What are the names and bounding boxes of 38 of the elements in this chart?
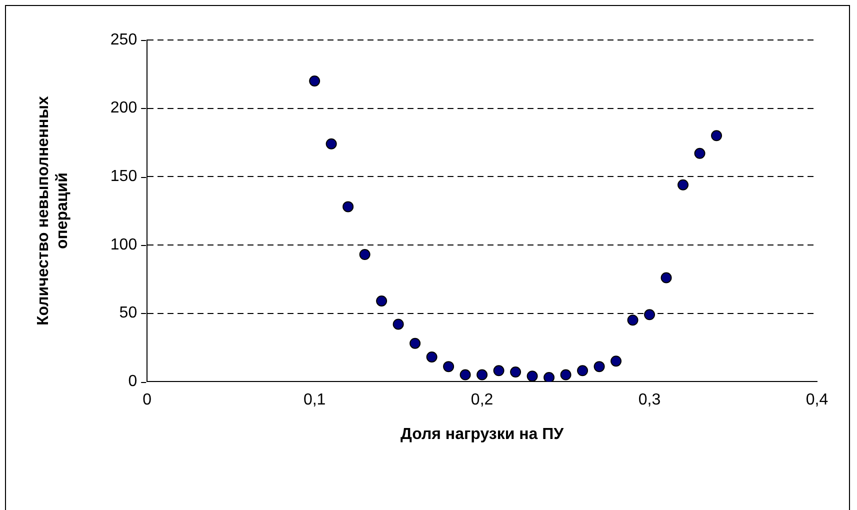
point [594,361,605,372]
point [493,365,504,376]
point [309,75,320,86]
point [376,295,388,306]
y-tick-label: 250 [110,31,138,48]
x-tick-label: 0,3 [638,392,661,409]
x-tick-label: 0,1 [303,392,326,409]
point [627,314,638,326]
point [342,201,354,212]
point [644,309,656,320]
x-tick-label: 0,4 [806,392,828,409]
point [610,356,622,367]
y-tick-label: 50 [119,304,138,322]
point [426,352,438,363]
point [678,179,689,190]
point [711,130,722,142]
point [560,369,572,380]
point [460,369,471,380]
x-axis-title: Доля нагрузки на ПУ [400,426,565,443]
point [410,338,421,349]
point [443,361,454,372]
point [544,372,555,382]
point [510,366,522,378]
x-tick-label: 0,2 [470,392,494,409]
point [326,138,337,150]
point [526,370,538,382]
point [359,249,370,260]
point [660,272,672,284]
y-tick-label: 100 [110,236,138,254]
y-axis-title: Количество невыполненных операций [35,96,72,326]
point [694,148,706,159]
y-tick-label: 0 [128,373,138,390]
y-tick-label: 200 [110,100,138,117]
point [392,318,404,330]
point [476,369,488,380]
point [577,365,588,376]
x-tick-label: 0 [142,392,152,409]
y-tick-label: 150 [110,168,138,186]
